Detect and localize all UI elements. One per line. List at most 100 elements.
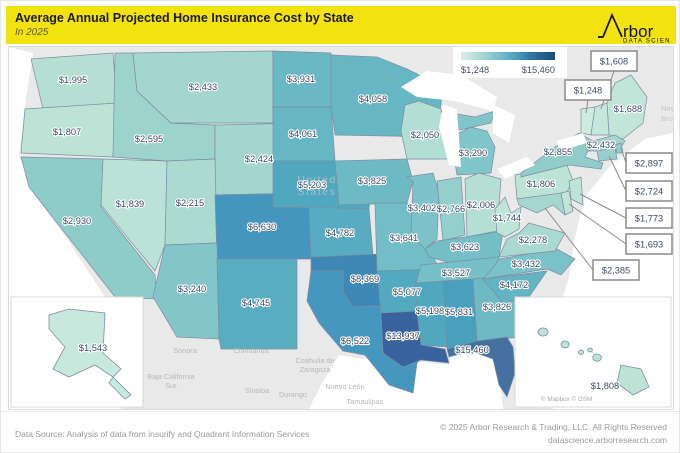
state-shape-HI[interactable] xyxy=(537,327,650,396)
callout-box-VT xyxy=(564,79,612,101)
basemap-region-label: Coahuila de xyxy=(296,356,335,365)
state-shape-IA[interactable] xyxy=(334,158,414,206)
state-value-label-MS: $5,198 xyxy=(416,306,444,316)
state-shape-NM[interactable] xyxy=(216,258,298,350)
state-shape-AZ[interactable] xyxy=(152,242,220,340)
state-value-label-IN: $2,766 xyxy=(437,204,465,214)
state-value-callout-NJ: $1,773 xyxy=(635,214,663,224)
state-shape-KY[interactable] xyxy=(424,230,504,264)
state-value-label-WV: $1,744 xyxy=(493,213,521,223)
page-title: Average Annual Projected Home Insurance … xyxy=(15,11,354,25)
state-shape-NC[interactable] xyxy=(482,248,576,280)
state-shape-MD[interactable] xyxy=(516,192,566,216)
lake-superior xyxy=(401,71,497,111)
logo-peak-icon xyxy=(598,12,623,38)
callout-line-VT xyxy=(585,99,589,114)
state-value-label-IL: $3,402 xyxy=(408,203,436,213)
state-value-label-NV: $1,839 xyxy=(116,199,144,209)
state-value-label-TX: $6,522 xyxy=(341,336,369,346)
map-attribution: © Mapbox © OSM xyxy=(541,395,592,403)
callout-box-DE xyxy=(625,233,673,255)
logo-tagline: DATA SCIENCE xyxy=(623,39,670,44)
state-value-label-SD: $4,061 xyxy=(289,129,317,139)
state-value-label-WI: $2,050 xyxy=(411,130,439,140)
state-shape-MS[interactable] xyxy=(414,280,448,348)
lake-michigan xyxy=(439,105,461,167)
state-value-label-MA: $2,432 xyxy=(587,140,615,150)
state-value-label-OR: $1,807 xyxy=(53,127,81,137)
state-value-label-OH: $2,006 xyxy=(467,200,495,210)
logo-wordmark: rbor xyxy=(623,22,654,41)
callout-line-NJ xyxy=(579,193,627,219)
state-value-label-LA: $13,937 xyxy=(386,331,420,341)
basemap-region-label: Baja California xyxy=(147,372,195,381)
legend-min-label: $1,248 xyxy=(461,65,489,75)
lake-huron xyxy=(493,105,515,143)
state-shape-FL[interactable] xyxy=(446,336,516,398)
state-value-callout-MD: $2,385 xyxy=(602,266,630,276)
state-value-label-KS: $4,782 xyxy=(326,228,354,238)
arbor-logo: rbor DATA SCIENCE xyxy=(594,9,679,45)
callout-box-MD xyxy=(592,259,640,281)
neighbor-label: New xyxy=(661,104,673,113)
basemap-region-label: Sur xyxy=(165,381,177,390)
state-value-label-WA: $1,995 xyxy=(59,75,87,85)
state-shape-VA[interactable] xyxy=(498,222,566,258)
callout-box-CT xyxy=(625,180,673,202)
state-shape-AK[interactable] xyxy=(48,308,132,400)
state-shape-CT[interactable] xyxy=(596,146,618,162)
state-value-label-MO: $3,641 xyxy=(390,233,418,243)
state-value-label-VA: $2,278 xyxy=(519,235,547,245)
legend-gradient-bar xyxy=(461,52,555,60)
state-value-label-UT: $2,215 xyxy=(176,198,204,208)
state-shape-WV[interactable] xyxy=(494,196,522,238)
website-link[interactable]: datascience.arborresearch.com xyxy=(547,435,667,445)
callout-line-RI xyxy=(620,147,627,164)
state-shape-MT[interactable] xyxy=(132,50,274,124)
state-value-label-AL: $5,831 xyxy=(445,307,473,317)
state-value-label-NE: $5,203 xyxy=(298,180,326,190)
state-value-label-IA: $3,825 xyxy=(358,176,386,186)
state-value-label-TN: $3,527 xyxy=(442,268,470,278)
basemap-region-label: Sonora xyxy=(173,346,197,355)
state-shape-NJ[interactable] xyxy=(568,176,584,206)
callout-line-MD xyxy=(544,207,594,271)
state-value-label-HI: $1,808 xyxy=(591,381,619,391)
state-value-label-MT: $2,433 xyxy=(189,82,217,92)
callout-line-DE xyxy=(568,203,627,245)
arbor-logo-graphic: rbor DATA SCIENCE xyxy=(598,12,679,45)
state-value-callout-NH: $1,608 xyxy=(600,57,628,67)
state-shape-NV[interactable] xyxy=(100,158,168,272)
state-shape-IL[interactable] xyxy=(406,172,440,250)
callout-box-RI xyxy=(625,152,673,174)
state-value-label-OK: $8,369 xyxy=(351,274,379,284)
state-value-label-ID: $2,595 xyxy=(135,134,163,144)
state-value-label-MN: $4,058 xyxy=(359,94,387,104)
state-value-label-AR: $5,077 xyxy=(393,287,421,297)
state-value-callout-VT: $1,248 xyxy=(574,86,602,96)
basemap-region-label: Sinaloa xyxy=(245,386,270,395)
callout-box-NH xyxy=(590,50,638,72)
callout-box-NJ xyxy=(625,207,673,229)
header: Average Annual Projected Home Insurance … xyxy=(6,6,679,45)
state-value-label-WY: $2,424 xyxy=(245,154,273,164)
country-label: States xyxy=(298,186,337,198)
state-value-label-CO: $6,630 xyxy=(248,222,276,232)
page-subtitle: In 2025 xyxy=(15,27,49,38)
state-value-callout-DE: $1,693 xyxy=(635,240,663,250)
basemap-region-label: Chihuahua xyxy=(233,346,269,355)
callout-line-CT xyxy=(608,155,627,192)
state-value-label-ND: $3,931 xyxy=(287,74,315,84)
state-value-label-MI: $3,290 xyxy=(459,148,487,158)
neighbor-label: Brunswick xyxy=(661,114,673,123)
state-value-label-FL: $15,460 xyxy=(455,345,489,355)
basemap-region-label: Nuevo León xyxy=(325,382,364,391)
basemap-region-label: Durango xyxy=(279,390,307,399)
state-shape-IN[interactable] xyxy=(436,176,466,242)
footer: Data Source: Analysis of data from insur… xyxy=(1,411,679,452)
data-source-note: Data Source: Analysis of data from insur… xyxy=(15,429,310,439)
state-value-label-KY: $3,623 xyxy=(451,242,479,252)
